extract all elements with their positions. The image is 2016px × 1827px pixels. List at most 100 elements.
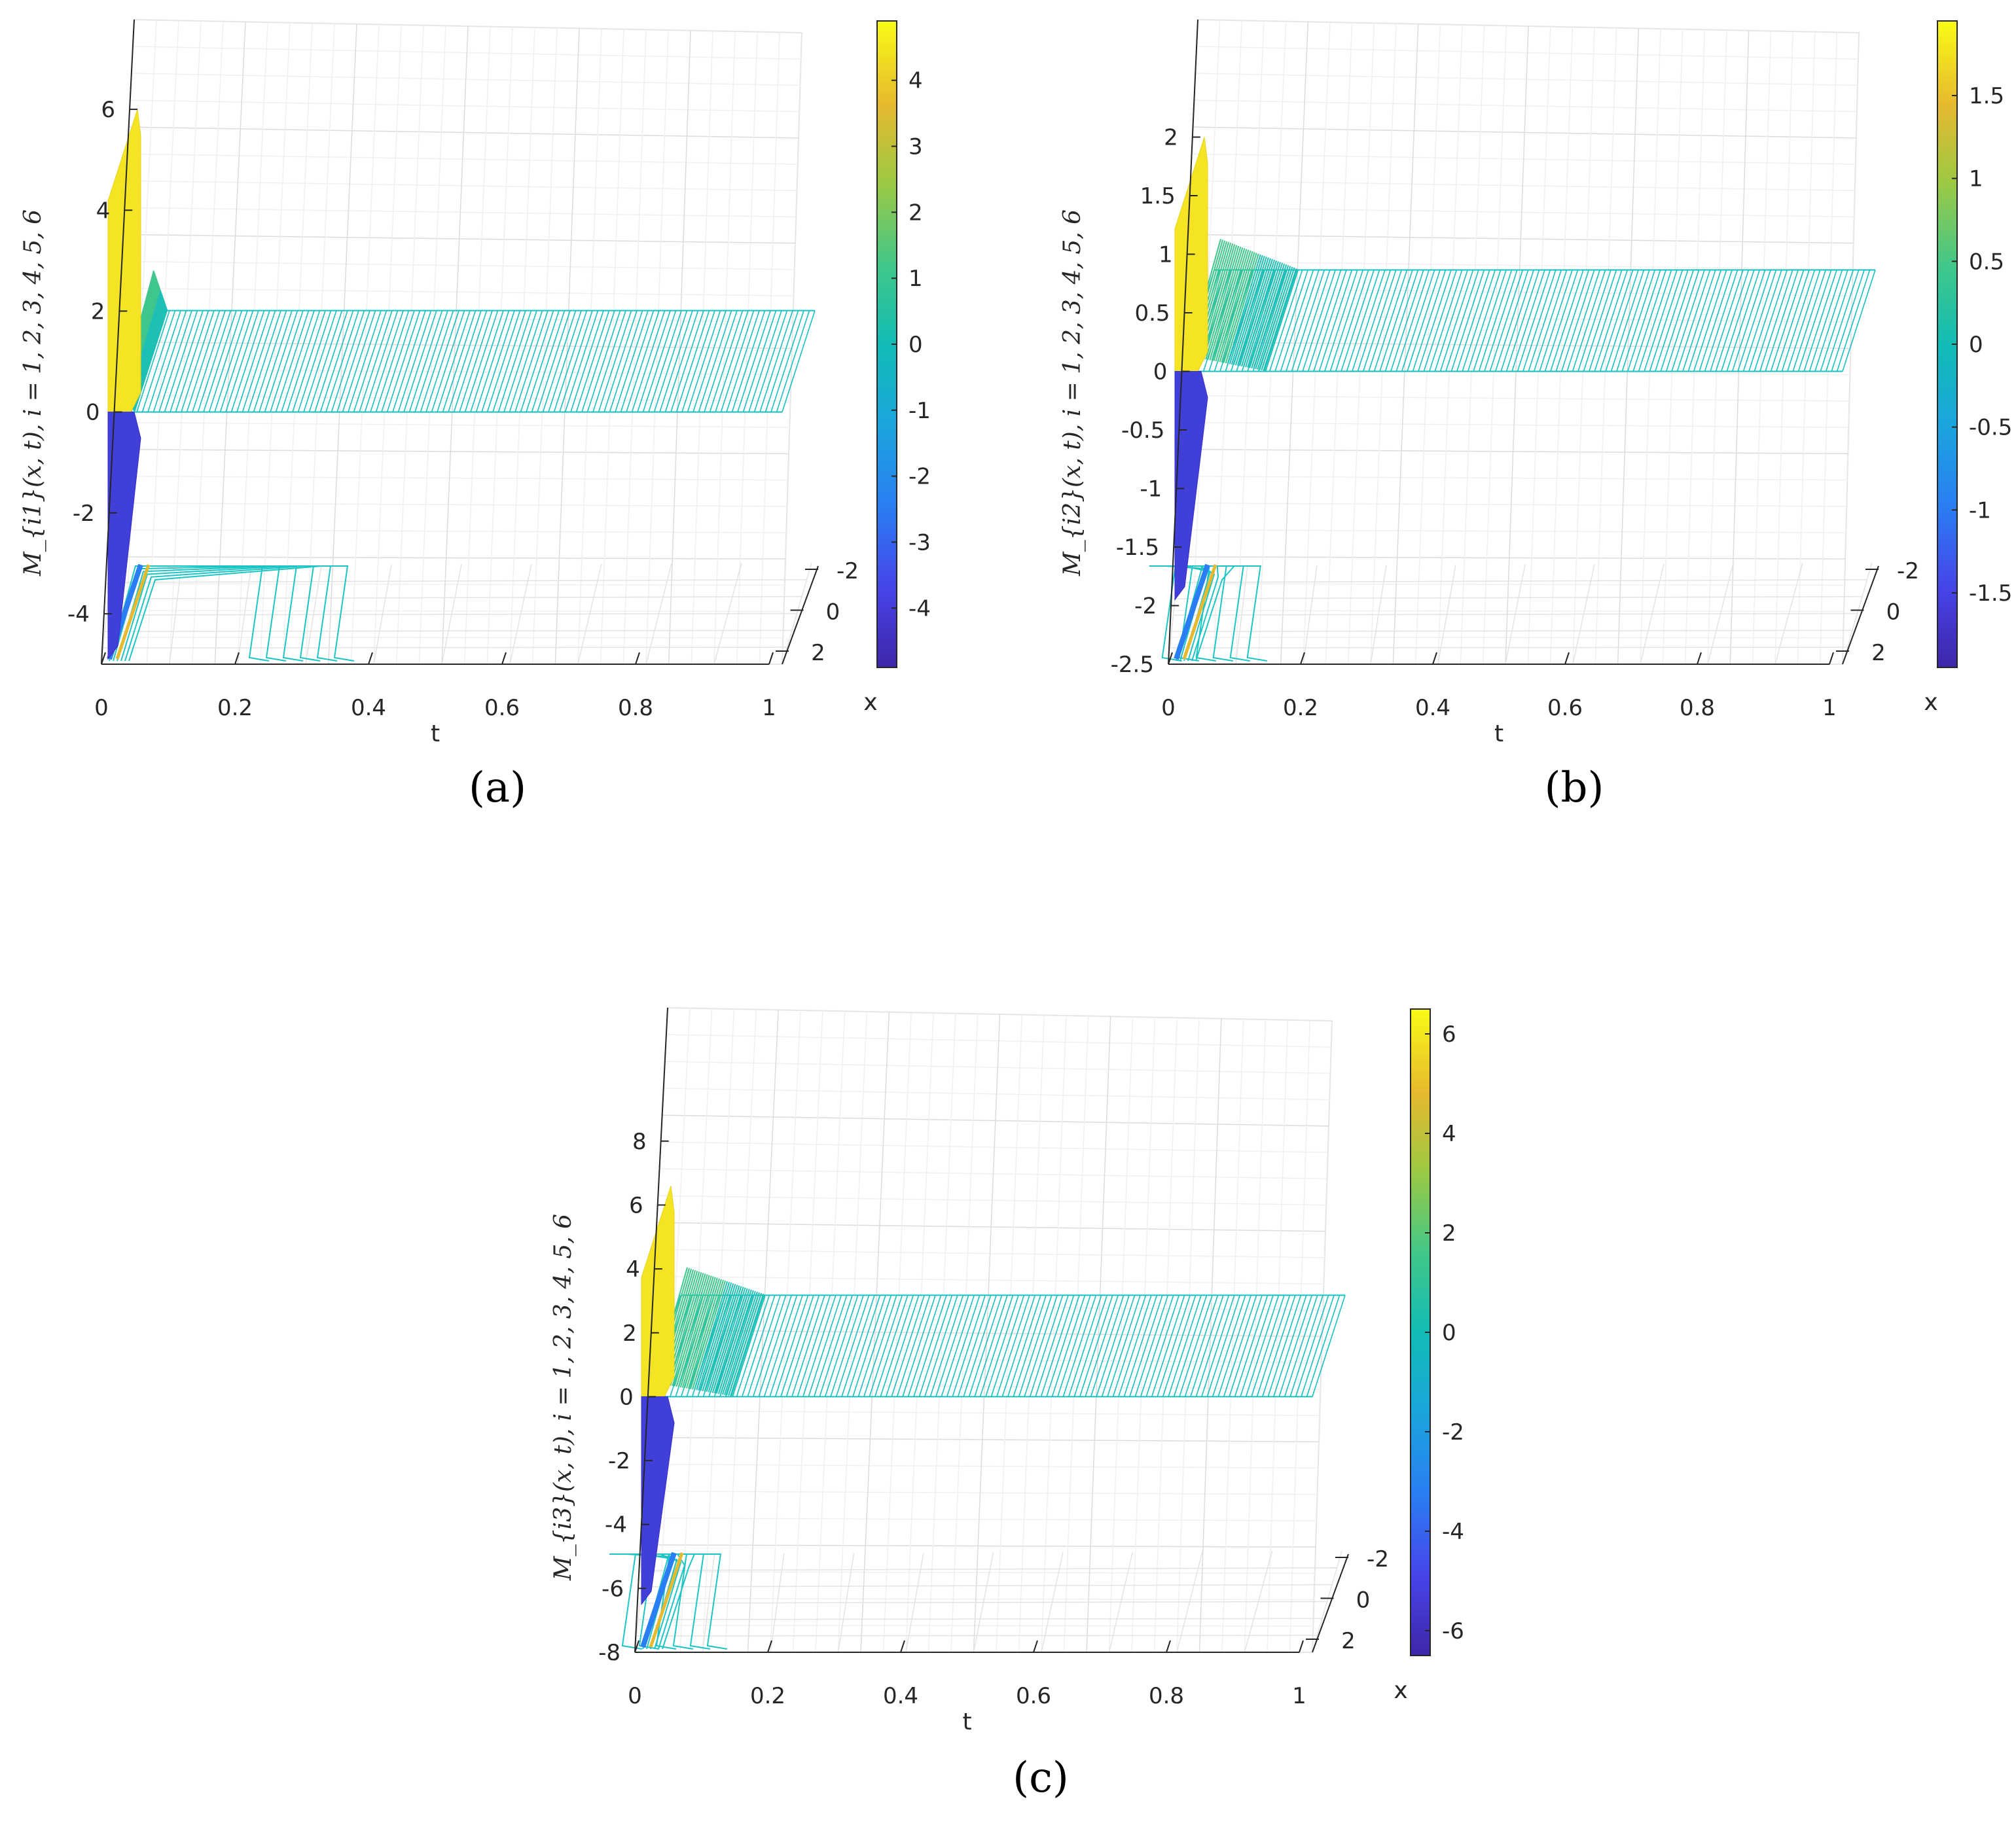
colorbar-tick-label: 0: [909, 332, 923, 358]
floor-contour: [128, 565, 355, 662]
surface-line: [1522, 270, 1557, 372]
surface-line: [1676, 270, 1711, 372]
surface-line: [715, 310, 749, 412]
wall-gridline: [1086, 1016, 1111, 1653]
wall-gridline: [531, 27, 558, 665]
surface-line: [1555, 270, 1590, 372]
surface-line: [717, 1289, 752, 1394]
surface-line: [963, 1295, 997, 1397]
x-tick-label: 2: [811, 640, 825, 666]
surface-line: [1577, 270, 1611, 372]
surface-line: [1781, 270, 1816, 372]
z-tick-label: 0: [86, 400, 100, 426]
surface-line: [1803, 270, 1837, 372]
surface-line: [1301, 1295, 1335, 1397]
surface-line: [292, 310, 326, 412]
surface-line: [929, 1295, 964, 1397]
surface-line: [687, 310, 721, 412]
wall-gridline: [1460, 25, 1485, 665]
surface-line: [765, 310, 799, 412]
surface-line: [724, 1291, 758, 1396]
surface-line: [1500, 270, 1534, 372]
surface-line: [1261, 267, 1295, 371]
t-tick-label: 1: [1822, 695, 1837, 721]
surface-line: [186, 310, 221, 412]
surface-line: [780, 1295, 814, 1397]
floor-contour: [1195, 565, 1267, 662]
surface-line: [1217, 1295, 1251, 1397]
t-axis-label: t: [431, 720, 440, 747]
surface-line: [708, 1286, 742, 1392]
surface-line: [698, 1282, 732, 1391]
surface-line: [1243, 260, 1278, 367]
surface-line: [896, 1295, 931, 1397]
surface-line: [1644, 270, 1678, 372]
t-tick-label: 0.4: [351, 695, 386, 721]
surface-line: [1255, 265, 1289, 370]
t-tick: [634, 1640, 639, 1653]
x-tick-label: 0: [1356, 1588, 1371, 1614]
wall-gridline: [1267, 1020, 1289, 1653]
colorbar-tick-label: 4: [1442, 1121, 1456, 1147]
t-tick-label: 0.6: [484, 695, 520, 721]
surface-line: [559, 310, 593, 412]
surface-line: [713, 1288, 748, 1394]
surface-line: [700, 1283, 734, 1391]
x-tick-label: -2: [1367, 1546, 1389, 1572]
surface-line: [1450, 270, 1485, 372]
surface-line: [548, 310, 582, 412]
surface-line: [674, 1274, 708, 1387]
surface-line: [1489, 270, 1524, 372]
surface-line: [1051, 1295, 1086, 1397]
surface-line: [475, 310, 510, 412]
surface-line: [1445, 270, 1479, 372]
colorbar-tick-label: -4: [1442, 1519, 1464, 1545]
surface-line: [1583, 270, 1617, 372]
surface-line: [1682, 270, 1716, 372]
colorbar-tick-label: 2: [909, 200, 923, 226]
surface-line: [564, 310, 599, 412]
surface-line: [1157, 1295, 1191, 1397]
surface-line: [242, 310, 276, 412]
wall-gridline: [1235, 20, 1265, 665]
t-tick-label: 0.6: [1547, 695, 1583, 721]
surface-line: [924, 1295, 958, 1397]
surface-line: [769, 1295, 803, 1397]
z-tick-label: 1: [1159, 242, 1173, 268]
surface-line: [1687, 270, 1722, 372]
surface-line: [719, 1290, 754, 1394]
z-tick-label: 0: [1153, 359, 1168, 385]
surface-line: [1395, 270, 1430, 372]
surface-line: [1179, 1295, 1213, 1397]
surface-line: [704, 310, 738, 412]
surface-line: [386, 310, 421, 412]
x-axis-line: [1842, 565, 1879, 665]
surface-line: [1731, 270, 1766, 372]
surface-line: [520, 310, 554, 412]
surface-line: [1273, 1295, 1307, 1397]
surface-line: [1511, 270, 1545, 372]
surface-line: [802, 1295, 837, 1397]
surface-line: [935, 1295, 969, 1397]
surface-line: [1257, 266, 1291, 370]
surface-line: [659, 310, 693, 412]
surface-line: [570, 310, 604, 412]
floor-gridline: [104, 630, 793, 632]
t-tick-label: 0.8: [618, 695, 653, 721]
surface-line: [891, 1295, 925, 1397]
surface-line: [464, 310, 499, 412]
wall-gridline: [1063, 1016, 1089, 1653]
surface-line: [1704, 270, 1738, 372]
surface-line: [1256, 1295, 1291, 1397]
surface-line: [835, 1295, 870, 1397]
surface-line: [1229, 1295, 1263, 1397]
surface-line: [1589, 270, 1623, 372]
x-axis-line: [1312, 1553, 1349, 1653]
t-tick: [1300, 652, 1305, 665]
surface-line: [979, 1295, 1014, 1397]
surface-line: [1227, 254, 1261, 364]
surface-line: [1384, 270, 1419, 372]
surface-line: [1539, 270, 1573, 372]
t-tick-label: 1: [762, 695, 776, 721]
